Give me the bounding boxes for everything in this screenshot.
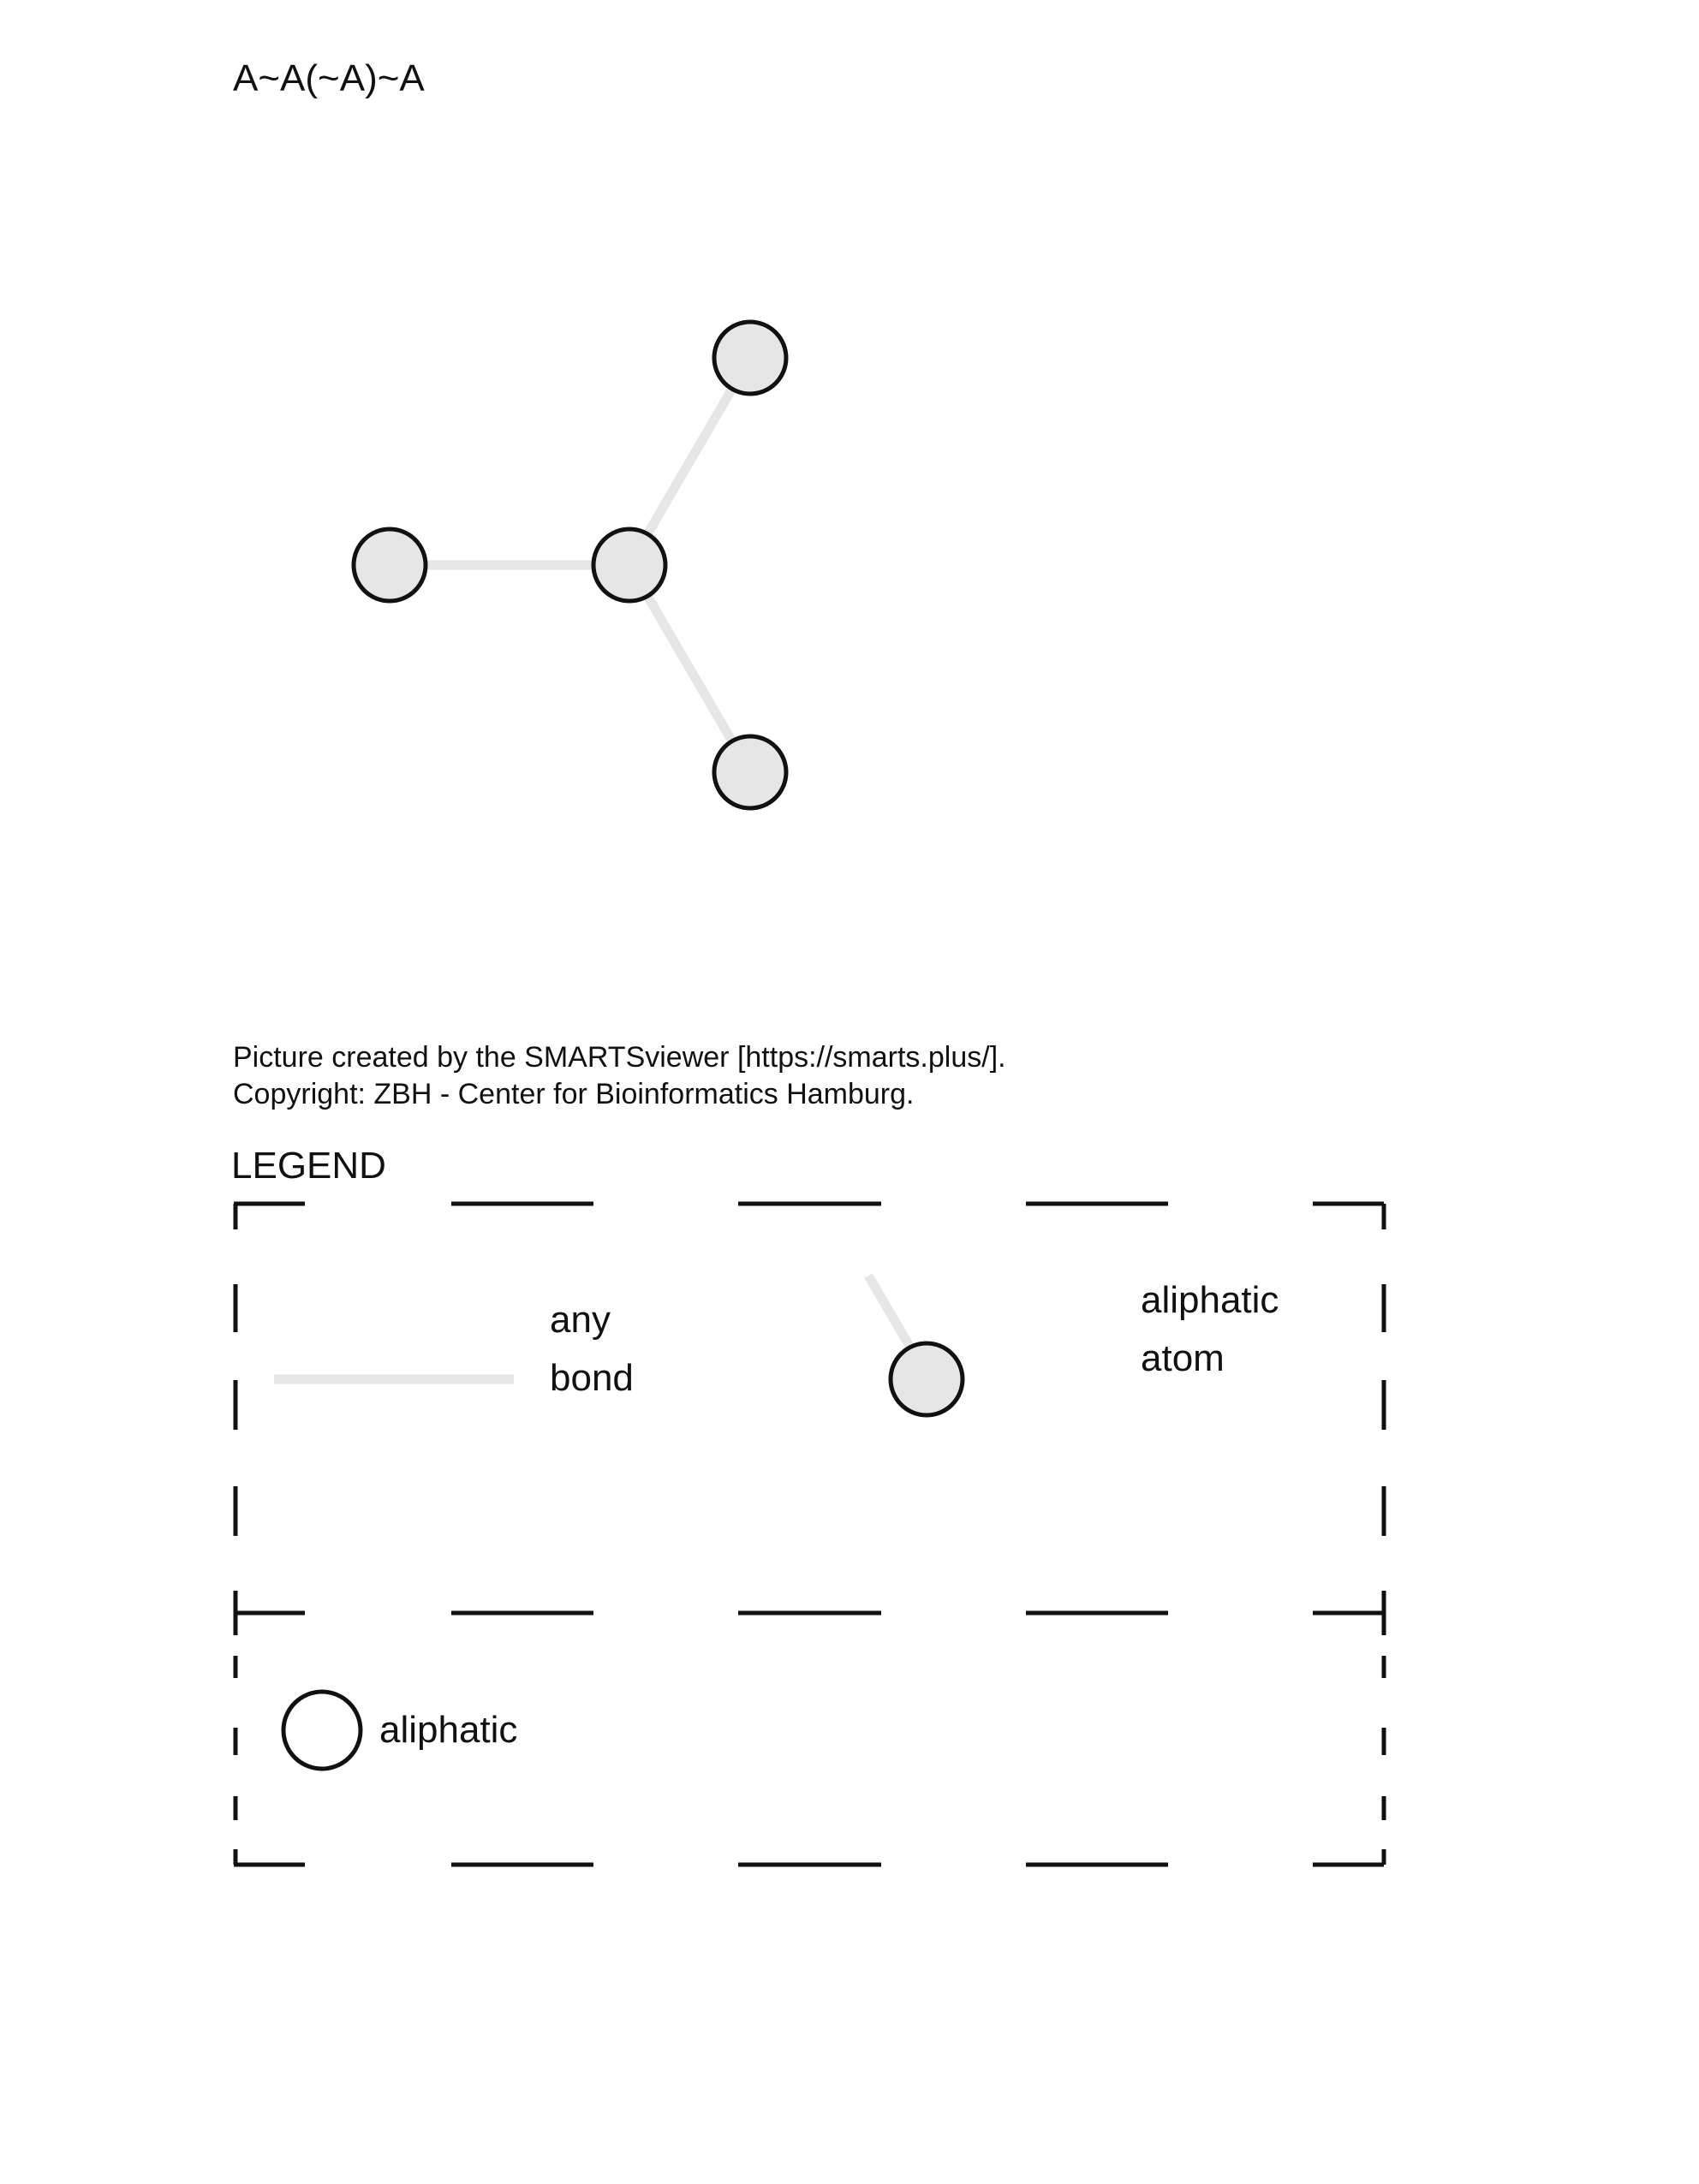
atom-left — [351, 527, 428, 604]
legend-atom-label-line-1: aliphatic — [1141, 1279, 1279, 1321]
bond-top — [625, 355, 754, 568]
legend-title: LEGEND — [231, 1145, 386, 1187]
legend-bond-label: any bond — [550, 1291, 634, 1407]
credit-line-1: Picture created by the SMARTSviewer [htt… — [233, 1041, 1006, 1074]
credit-text: Picture created by the SMARTSviewer [htt… — [233, 1039, 1006, 1113]
molecule-diagram — [351, 319, 789, 811]
legend-atom-sample — [888, 1341, 965, 1418]
bond-bottom — [625, 562, 754, 775]
legend-bond-label-line-2: bond — [550, 1357, 634, 1399]
smarts-string: A~A(~A)~A — [233, 57, 425, 99]
legend-atom-label: aliphatic atom — [1141, 1271, 1279, 1388]
legend-atom-bond-stub — [864, 1273, 914, 1348]
legend-ring-label: aliphatic — [379, 1709, 518, 1751]
atom-center — [591, 527, 668, 604]
legend-ring-sample — [281, 1689, 363, 1771]
atom-top — [712, 319, 789, 396]
legend-bond-label-line-1: any — [550, 1299, 611, 1341]
legend-atom-label-line-2: atom — [1141, 1337, 1225, 1379]
atom-bottom — [712, 734, 789, 811]
credit-line-2: Copyright: ZBH - Center for Bioinformati… — [233, 1078, 915, 1110]
